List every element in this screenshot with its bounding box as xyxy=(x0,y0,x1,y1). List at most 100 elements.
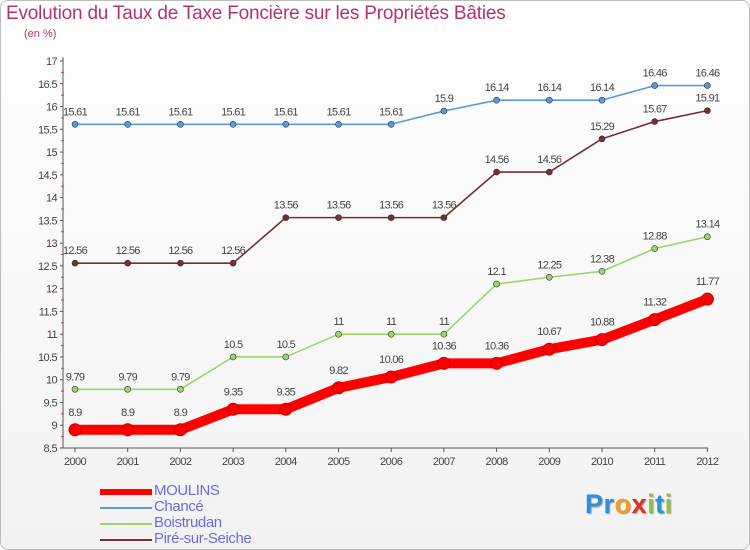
data-point-boistrudan xyxy=(598,268,606,275)
data-point-pir-sur-seiche xyxy=(545,168,553,176)
logo-letter: i xyxy=(664,489,673,519)
data-label-boistrudan: 12.1 xyxy=(487,266,506,278)
legend-swatch-moulins xyxy=(100,489,152,495)
data-point-chanc- xyxy=(704,82,711,89)
data-label-pir-sur-seiche: 12.56 xyxy=(63,245,88,257)
data-point-moulins xyxy=(700,292,714,306)
data-label-boistrudan: 11 xyxy=(386,316,397,328)
legend-item-moulins: MOULINS xyxy=(100,482,360,500)
data-label-chanc-: 15.61 xyxy=(63,106,88,118)
data-label-moulins: 9.35 xyxy=(224,386,243,398)
x-tick-label: 2007 xyxy=(433,456,456,468)
data-label-moulins: 10.36 xyxy=(432,340,457,352)
y-tick-label: 12.5 xyxy=(38,261,57,273)
data-point-moulins xyxy=(437,356,451,370)
y-tick-label: 10 xyxy=(46,375,58,387)
data-point-chanc- xyxy=(440,107,448,115)
data-label-chanc-: 16.14 xyxy=(485,82,510,94)
data-label-boistrudan: 9.79 xyxy=(171,371,190,383)
chart-title: Evolution du Taux de Taxe Foncière sur l… xyxy=(6,3,506,24)
y-tick-label: 8.5 xyxy=(44,443,58,455)
data-label-pir-sur-seiche: 13.56 xyxy=(274,200,299,212)
y-tick-label: 12 xyxy=(46,284,58,296)
data-label-chanc-: 16.46 xyxy=(695,68,720,80)
data-label-boistrudan: 12.25 xyxy=(537,259,562,271)
logo-letter: r xyxy=(603,489,615,519)
data-label-boistrudan: 11 xyxy=(333,316,344,328)
data-point-boistrudan xyxy=(71,385,79,393)
data-point-moulins xyxy=(121,423,135,437)
x-tick-label: 2000 xyxy=(64,456,87,468)
data-point-moulins xyxy=(384,370,398,384)
data-point-moulins xyxy=(279,402,293,416)
data-label-chanc-: 15.9 xyxy=(435,93,454,105)
data-label-moulins: 8.9 xyxy=(174,407,188,419)
data-label-moulins: 10.06 xyxy=(379,354,404,366)
legend-label-pire-sur-seiche: Piré-sur-Seiche xyxy=(154,530,252,547)
data-label-chanc-: 16.14 xyxy=(590,82,615,94)
data-point-pir-sur-seiche xyxy=(493,168,500,176)
y-tick-label: 9.5 xyxy=(44,397,58,409)
y-tick-label: 14 xyxy=(46,193,58,205)
data-label-pir-sur-seiche: 14.56 xyxy=(485,154,510,166)
data-label-pir-sur-seiche: 13.56 xyxy=(379,200,404,212)
y-tick-label: 11.5 xyxy=(39,306,58,318)
y-tick-label: 13.5 xyxy=(38,215,57,227)
legend-swatch-chance xyxy=(100,507,152,509)
legend-item-pire-sur-seiche: Piré-sur-Seiche xyxy=(100,530,360,548)
x-tick-label: 2006 xyxy=(380,456,403,468)
data-label-chanc-: 15.61 xyxy=(326,106,351,118)
data-point-boistrudan xyxy=(387,330,395,338)
data-point-chanc- xyxy=(493,96,500,104)
chart-unit-label: (en %) xyxy=(24,28,57,40)
data-point-chanc- xyxy=(387,120,395,128)
data-point-moulins xyxy=(595,333,609,347)
data-label-boistrudan: 11 xyxy=(439,316,450,328)
data-label-chanc-: 16.14 xyxy=(537,82,562,94)
data-point-boistrudan xyxy=(282,353,290,361)
data-label-moulins: 11.32 xyxy=(643,297,667,309)
data-point-pir-sur-seiche xyxy=(335,214,342,221)
data-label-pir-sur-seiche: 12.56 xyxy=(221,245,246,257)
x-tick-label: 2009 xyxy=(538,456,561,468)
data-label-boistrudan: 13.14 xyxy=(695,219,720,231)
y-tick-label: 9 xyxy=(51,420,57,432)
logo-letter: t xyxy=(655,489,665,519)
data-point-pir-sur-seiche xyxy=(651,118,659,125)
data-point-chanc- xyxy=(545,96,553,104)
data-label-chanc-: 15.61 xyxy=(379,106,404,118)
data-label-boistrudan: 10.5 xyxy=(276,339,295,351)
data-label-boistrudan: 9.79 xyxy=(66,371,85,383)
data-point-moulins xyxy=(226,402,240,416)
y-tick-label: 10.5 xyxy=(38,352,57,364)
data-label-chanc-: 16.46 xyxy=(643,68,668,80)
data-point-chanc- xyxy=(282,120,290,128)
y-tick-label: 16 xyxy=(46,102,58,114)
legend-label-moulins: MOULINS xyxy=(154,482,220,499)
logo-letter: P xyxy=(585,489,604,519)
legend-label-boistrudan: Boistrudan xyxy=(154,514,222,531)
data-point-moulins xyxy=(332,381,345,395)
proxiti-logo: Proxiti xyxy=(585,489,673,520)
data-label-pir-sur-seiche: 12.56 xyxy=(116,245,141,257)
logo-letter: x xyxy=(631,489,648,519)
x-tick-label: 2011 xyxy=(644,456,666,468)
data-point-chanc- xyxy=(124,120,131,128)
legend-item-boistrudan: Boistrudan xyxy=(100,514,360,532)
data-label-pir-sur-seiche: 13.56 xyxy=(326,200,351,212)
data-label-moulins: 8.9 xyxy=(68,407,82,419)
legend-label-chance: Chancé xyxy=(154,498,204,515)
data-label-moulins: 10.88 xyxy=(590,317,615,329)
data-label-chanc-: 15.61 xyxy=(168,106,193,118)
data-point-chanc- xyxy=(229,120,237,128)
y-tick-label: 15 xyxy=(46,147,58,159)
legend-swatch-boistrudan xyxy=(100,523,152,525)
data-point-moulins xyxy=(68,423,82,437)
data-label-boistrudan: 12.38 xyxy=(590,253,615,265)
data-point-boistrudan xyxy=(704,233,711,241)
data-point-pir-sur-seiche xyxy=(387,214,395,221)
x-tick-label: 2008 xyxy=(486,456,509,468)
series-line-pir-sur-seiche xyxy=(74,109,709,264)
data-point-moulins xyxy=(173,423,187,437)
